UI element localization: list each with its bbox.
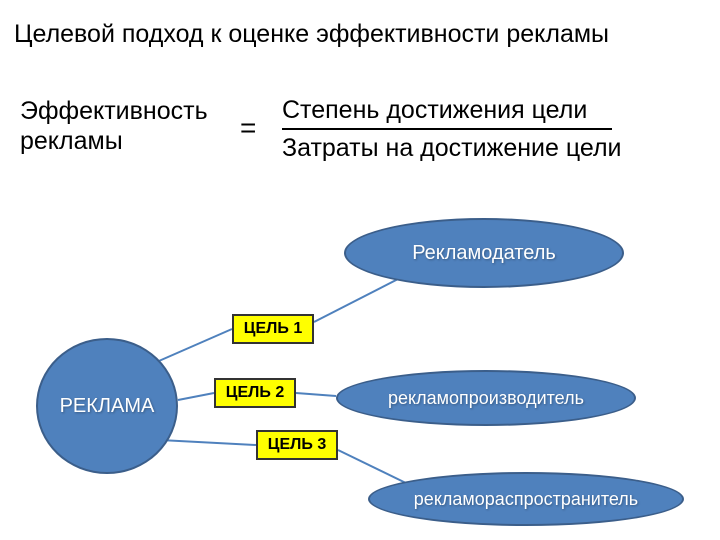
formula-left: Эффективность рекламы <box>20 96 208 156</box>
formula-left-line1: Эффективность <box>20 97 208 125</box>
goal-box: ЦЕЛЬ 3 <box>256 430 338 460</box>
formula-denominator: Затраты на достижение цели <box>282 134 622 163</box>
role-ellipse-label: рекламораспространитель <box>368 472 684 526</box>
role-ellipse: Рекламодатель <box>344 218 624 288</box>
role-ellipse: рекламопроизводитель <box>336 370 636 426</box>
formula-numerator: Степень достижения цели <box>282 96 587 125</box>
role-ellipse: рекламораспространитель <box>368 472 684 526</box>
goal-box: ЦЕЛЬ 2 <box>214 378 296 408</box>
formula-left-line2: рекламы <box>20 127 123 155</box>
page-title: Целевой подход к оценке эффективности ре… <box>14 20 609 49</box>
reklama-circle: РЕКЛАМА <box>36 338 178 474</box>
role-ellipse-label: рекламопроизводитель <box>336 370 636 426</box>
fraction-line <box>282 128 612 130</box>
goal-box: ЦЕЛЬ 1 <box>232 314 314 344</box>
role-ellipse-label: Рекламодатель <box>344 218 624 288</box>
formula-equals: = <box>240 112 256 144</box>
